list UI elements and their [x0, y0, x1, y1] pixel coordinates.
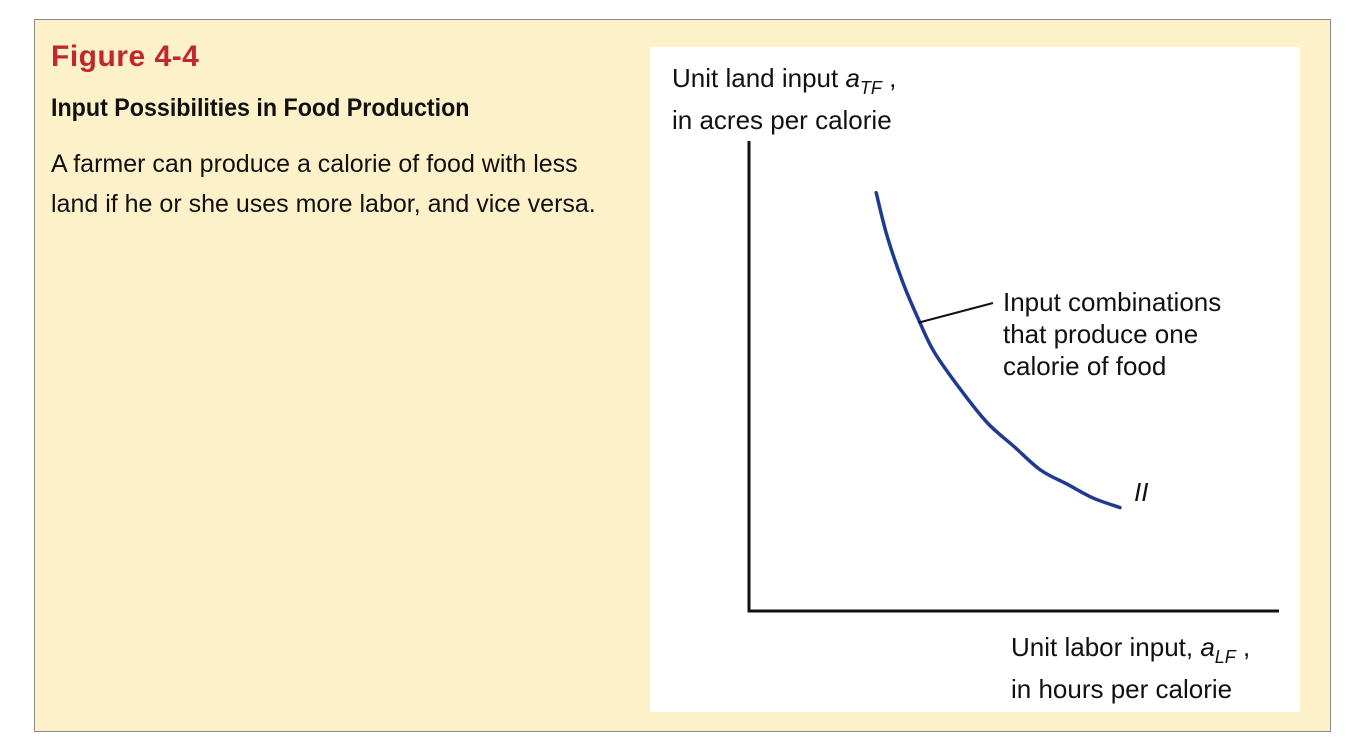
- figure-title: Input Possibilities in Food Production: [51, 94, 470, 122]
- annotation-line-1: Input combinations: [1003, 287, 1222, 317]
- y-axis-label-text: Unit land input: [672, 63, 846, 93]
- x-axis-label-line2: in hours per calorie: [1011, 674, 1233, 704]
- annotation-line-3: calorie of food: [1003, 351, 1167, 381]
- figure-number: Figure 4-4: [51, 40, 200, 73]
- x-axis-subscript: LF: [1214, 647, 1236, 667]
- x-axis-symbol: a: [1200, 632, 1215, 662]
- annotation-leader-line: [918, 302, 994, 324]
- plot-area: [650, 47, 1300, 712]
- series-curve-ii: [874, 190, 1122, 510]
- curve-annotation: Input combinations that produce one calo…: [1003, 286, 1283, 382]
- figure-caption: A farmer can produce a calorie of food w…: [51, 150, 596, 218]
- x-axis-suffix: ,: [1235, 632, 1251, 662]
- y-axis-subscript: TF: [859, 78, 882, 98]
- y-axis-symbol: a: [845, 63, 860, 93]
- x-axis-label-text: Unit labor input,: [1011, 632, 1201, 662]
- y-axis-label: Unit land input aTF , in acres per calor…: [672, 62, 896, 136]
- annotation-line-2: that produce one: [1003, 319, 1199, 349]
- y-axis-label-line2: in acres per calorie: [672, 105, 892, 135]
- y-axis-suffix: ,: [881, 63, 897, 93]
- x-axis-label: Unit labor input, aLF , in hours per cal…: [1011, 631, 1250, 705]
- series-label-ii: II: [1134, 477, 1149, 507]
